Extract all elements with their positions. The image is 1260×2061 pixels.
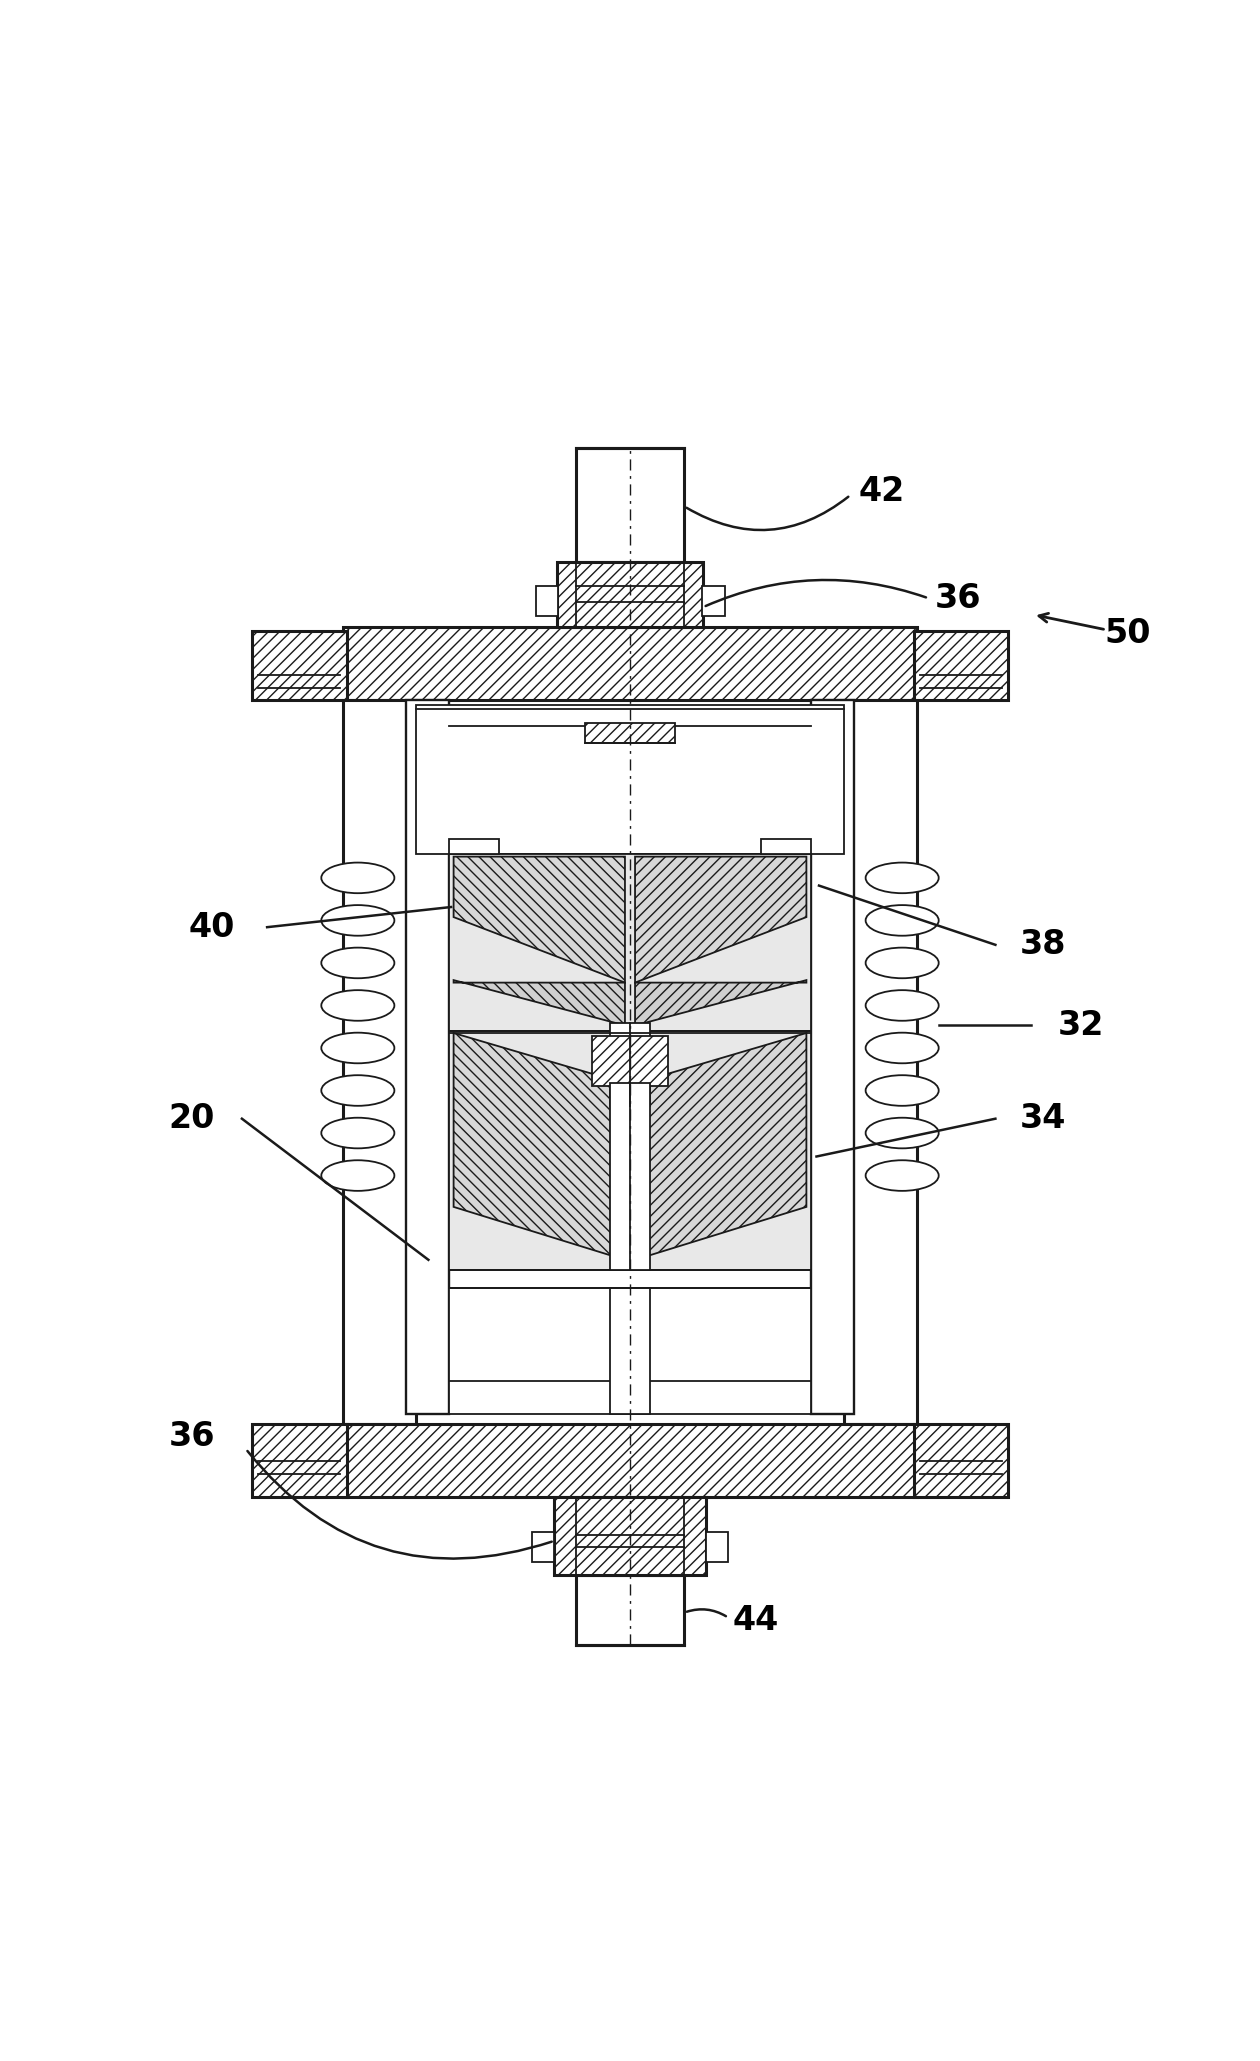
- Bar: [343, 701, 416, 1424]
- Polygon shape: [454, 857, 625, 983]
- Ellipse shape: [321, 905, 394, 936]
- Bar: [343, 627, 917, 701]
- Ellipse shape: [866, 1117, 939, 1148]
- Ellipse shape: [866, 1160, 939, 1191]
- Bar: [592, 1035, 668, 1086]
- Text: 44: 44: [733, 1603, 779, 1636]
- Polygon shape: [635, 857, 806, 983]
- Bar: [706, 1531, 728, 1562]
- Text: 42: 42: [859, 474, 905, 507]
- Bar: [557, 563, 703, 627]
- Text: 50: 50: [1105, 616, 1150, 649]
- Bar: [406, 701, 449, 1414]
- Ellipse shape: [866, 1033, 939, 1063]
- Bar: [449, 1030, 811, 1270]
- Ellipse shape: [866, 905, 939, 936]
- Bar: [554, 1496, 706, 1575]
- Polygon shape: [635, 1033, 806, 1259]
- Bar: [914, 631, 1008, 701]
- Bar: [610, 1084, 650, 1270]
- Text: 20: 20: [169, 1103, 214, 1136]
- Bar: [252, 631, 346, 701]
- Ellipse shape: [321, 1117, 394, 1148]
- Bar: [449, 853, 811, 1030]
- Bar: [811, 701, 854, 1414]
- Bar: [416, 705, 844, 853]
- Bar: [702, 585, 724, 616]
- Ellipse shape: [866, 989, 939, 1020]
- Ellipse shape: [866, 864, 939, 892]
- Ellipse shape: [321, 948, 394, 979]
- Text: 36: 36: [935, 581, 980, 614]
- Bar: [252, 1424, 346, 1496]
- Text: 32: 32: [1058, 1010, 1104, 1043]
- Bar: [844, 701, 917, 1424]
- Ellipse shape: [866, 948, 939, 979]
- Bar: [914, 1424, 1008, 1496]
- Text: 34: 34: [1021, 1103, 1066, 1136]
- Text: 38: 38: [1021, 927, 1066, 960]
- Bar: [610, 1288, 650, 1414]
- Bar: [610, 1022, 650, 1107]
- Text: 40: 40: [189, 911, 234, 944]
- Bar: [449, 839, 499, 853]
- Ellipse shape: [321, 1160, 394, 1191]
- Polygon shape: [454, 981, 625, 1026]
- Polygon shape: [635, 981, 806, 1026]
- Bar: [576, 1575, 684, 1645]
- Bar: [576, 449, 684, 563]
- Bar: [343, 1424, 917, 1496]
- Ellipse shape: [321, 1076, 394, 1107]
- Bar: [585, 723, 675, 744]
- Polygon shape: [454, 1033, 625, 1259]
- Ellipse shape: [321, 989, 394, 1020]
- Ellipse shape: [321, 864, 394, 892]
- Bar: [532, 1531, 554, 1562]
- Ellipse shape: [866, 1076, 939, 1107]
- Text: 36: 36: [169, 1420, 214, 1453]
- Bar: [761, 839, 811, 853]
- Ellipse shape: [321, 1033, 394, 1063]
- Bar: [449, 1288, 811, 1414]
- Bar: [536, 585, 558, 616]
